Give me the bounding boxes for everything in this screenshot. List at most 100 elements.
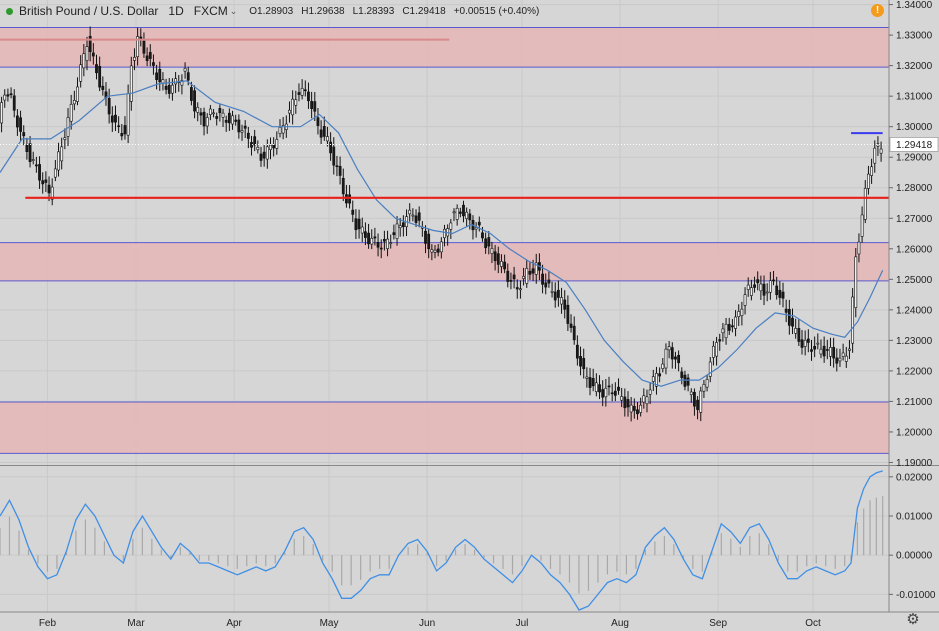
candle-body xyxy=(278,127,282,134)
candle-body xyxy=(727,324,731,331)
candle-body xyxy=(721,328,725,334)
candle-body xyxy=(281,125,285,134)
candle-body xyxy=(376,242,380,248)
candle-body xyxy=(224,119,228,123)
candle-body xyxy=(648,389,652,395)
candle-body xyxy=(79,64,83,82)
candle-body xyxy=(313,101,317,112)
candle-body xyxy=(610,392,614,395)
candle-body xyxy=(730,325,734,328)
candle-body xyxy=(205,117,209,127)
candle-body xyxy=(680,371,684,379)
candle-body xyxy=(240,130,244,133)
gear-icon[interactable]: ⚙ xyxy=(906,611,920,628)
candle-body xyxy=(566,304,570,324)
candle-body xyxy=(41,180,45,185)
timeframe-label[interactable]: 1D xyxy=(168,4,184,18)
candle-body xyxy=(373,236,377,239)
candle-body xyxy=(72,100,76,105)
price-tick-label: 1.28000 xyxy=(896,183,933,194)
candle-body xyxy=(813,346,817,350)
candle-body xyxy=(76,86,79,102)
candle-body xyxy=(291,98,295,116)
candle-body xyxy=(873,147,877,164)
alert-icon[interactable]: ! xyxy=(871,4,884,17)
candle-body xyxy=(199,112,203,116)
candle-body xyxy=(670,347,674,360)
candle-body xyxy=(699,390,703,413)
candle-body xyxy=(360,226,364,234)
candle-body xyxy=(544,282,548,288)
candle-body xyxy=(123,125,127,135)
candle-body xyxy=(509,280,513,282)
candle-body xyxy=(645,396,649,405)
candle-body xyxy=(208,108,212,115)
candle-body xyxy=(215,116,219,119)
candle-body xyxy=(452,211,456,214)
candle-body xyxy=(417,212,421,221)
candle-body xyxy=(860,214,864,237)
candle-body xyxy=(829,347,832,357)
candle-body xyxy=(724,323,728,339)
candle-body xyxy=(791,317,794,327)
osc-tick-label: 0.02000 xyxy=(896,472,933,483)
price-tick-label: 1.32000 xyxy=(896,61,933,72)
candle-body xyxy=(579,356,582,367)
candle-body xyxy=(44,179,48,183)
candle-body xyxy=(490,248,494,254)
candle-body xyxy=(591,378,595,387)
candle-body xyxy=(110,115,114,123)
candle-body xyxy=(401,222,405,228)
candle-body xyxy=(474,227,478,230)
candle-body xyxy=(398,225,402,229)
candle-body xyxy=(354,218,358,231)
chevron-down-icon[interactable]: ⌄ xyxy=(229,5,238,16)
candle-body xyxy=(158,69,162,83)
candle-body xyxy=(34,164,38,167)
candle-body xyxy=(519,288,522,291)
candle-body xyxy=(512,274,516,280)
oscillator xyxy=(0,470,884,611)
candle-body xyxy=(496,253,500,265)
candle-body xyxy=(781,291,785,299)
candle-body xyxy=(117,125,121,128)
candle-body xyxy=(136,36,140,57)
candle-body xyxy=(9,93,13,96)
symbol-name[interactable]: British Pound / U.S. Dollar xyxy=(19,4,159,18)
candle-body xyxy=(487,237,491,247)
candle-body xyxy=(386,238,389,249)
price-tick-label: 1.31000 xyxy=(896,92,933,103)
candle-body xyxy=(481,232,484,239)
candle-body xyxy=(152,62,155,66)
candle-body xyxy=(120,133,124,137)
candle-body xyxy=(231,115,234,125)
candle-body xyxy=(598,384,601,393)
candle-body xyxy=(816,342,820,345)
candle-body xyxy=(107,98,111,115)
candle-body xyxy=(718,339,722,342)
candle-body xyxy=(582,358,586,370)
exchange-label[interactable]: FXCM xyxy=(193,4,228,18)
candle-body xyxy=(392,232,396,236)
candle-body xyxy=(439,241,443,253)
candle-body xyxy=(797,328,801,342)
candle-body xyxy=(430,249,434,253)
candle-body xyxy=(259,153,263,161)
candle-body xyxy=(47,184,51,194)
grid xyxy=(0,0,889,612)
candle-body xyxy=(253,136,257,146)
time-tick-label: Sep xyxy=(709,618,727,629)
time-tick-label: Apr xyxy=(226,618,242,629)
chart-header: British Pound / U.S. Dollar 1D FXCM ⌄ O1… xyxy=(0,0,539,22)
candle-body xyxy=(114,114,117,123)
candle-body xyxy=(604,387,608,398)
supply-demand-zone xyxy=(0,402,889,454)
candle-body xyxy=(768,280,772,293)
candle-body xyxy=(588,377,592,388)
candle-body xyxy=(746,284,750,290)
candle-body xyxy=(857,241,861,255)
candle-body xyxy=(661,363,665,369)
candle-body xyxy=(686,377,690,386)
candle-body xyxy=(607,385,611,388)
